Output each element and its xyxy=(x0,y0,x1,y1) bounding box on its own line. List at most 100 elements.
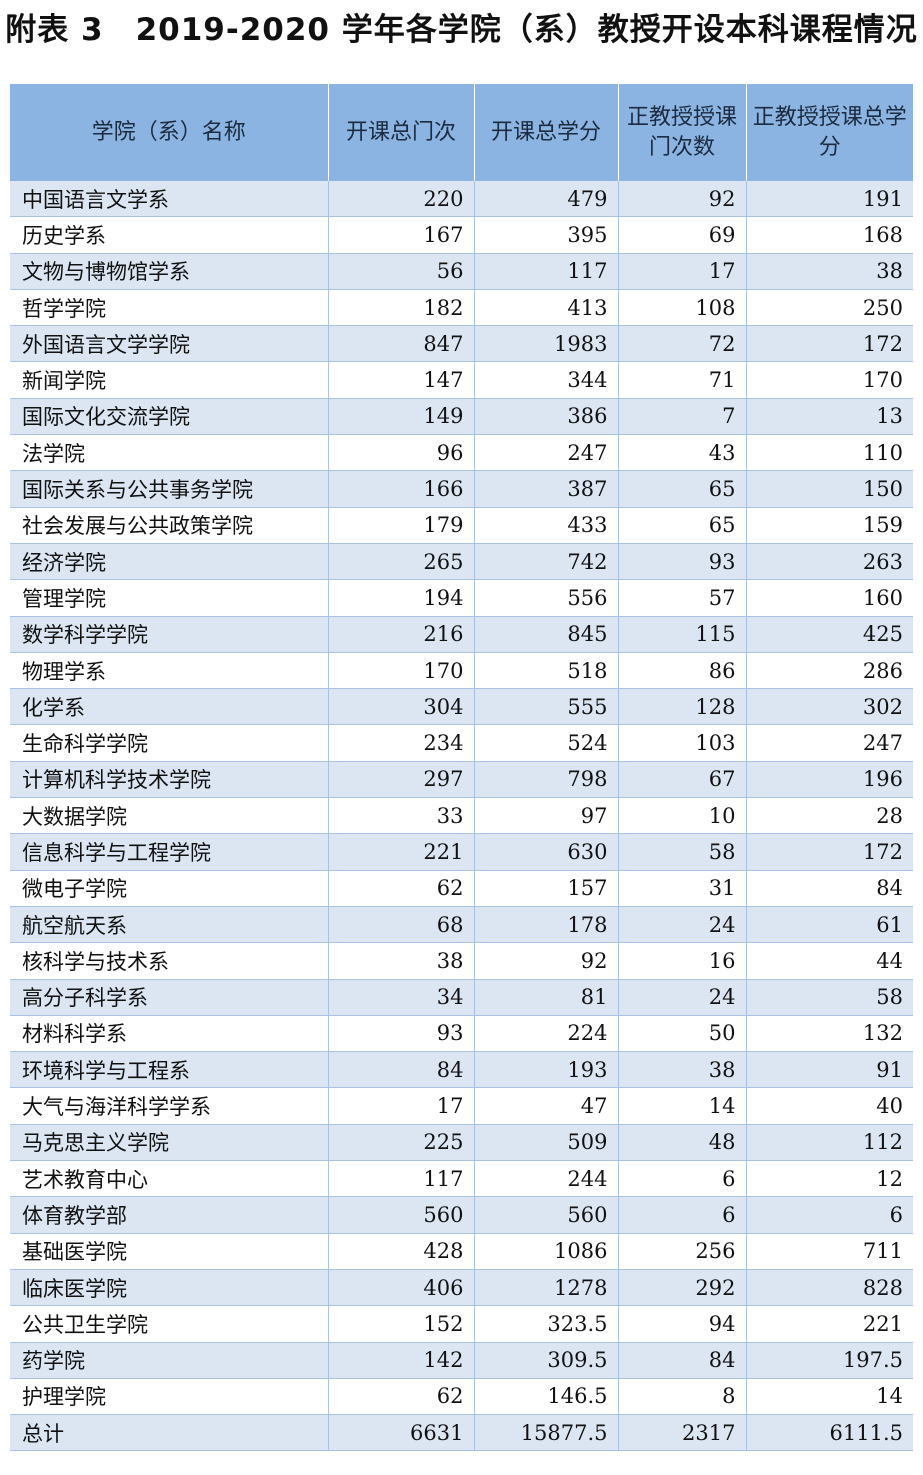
table-row: 微电子学院 62 157 31 84 xyxy=(10,870,913,907)
cell-department-name: 数学科学学院 xyxy=(10,616,329,653)
cell-total-courses: 847 xyxy=(328,325,475,363)
header-professor-courses-label: 正教授授课门次数 xyxy=(626,104,737,160)
header-professor-courses: 正教授授课门次数 xyxy=(618,84,747,181)
cell-professor-credits: 132 xyxy=(746,1015,913,1053)
header-department-label: 学院（系）名称 xyxy=(91,119,246,145)
cell-professor-courses: 84 xyxy=(618,1342,747,1379)
table-row: 化学系 304 555 128 302 xyxy=(10,688,913,726)
cell-professor-courses: 31 xyxy=(618,870,747,907)
cell-department-name: 文物与博物馆学系 xyxy=(10,253,329,290)
cell-total-courses: 234 xyxy=(328,724,475,762)
cell-department-name: 计算机科学技术学院 xyxy=(10,761,329,799)
cell-professor-credits: 170 xyxy=(746,361,913,399)
cell-professor-credits: 13 xyxy=(746,398,913,436)
cell-professor-credits: 286 xyxy=(746,652,913,690)
cell-professor-credits: 14 xyxy=(746,1378,913,1416)
cell-total-credits: 1983 xyxy=(474,325,619,363)
cell-department-name: 国际文化交流学院 xyxy=(10,398,329,436)
header-professor-credits-label: 正教授授课总学分 xyxy=(752,104,907,160)
cell-total-courses: 182 xyxy=(328,289,475,327)
cell-professor-courses: 8 xyxy=(618,1378,747,1416)
cell-total-courses: 167 xyxy=(328,216,475,254)
cell-professor-credits: 191 xyxy=(746,181,913,218)
header-professor-credits: 正教授授课总学分 xyxy=(746,84,913,181)
cell-total-credits: 386 xyxy=(474,398,619,436)
cell-professor-courses: 6 xyxy=(618,1160,747,1198)
cell-professor-credits: 263 xyxy=(746,543,913,581)
cell-professor-credits: 38 xyxy=(746,253,913,290)
cell-department-name: 法学院 xyxy=(10,434,329,472)
cell-professor-courses: 92 xyxy=(618,181,747,218)
cell-professor-credits: 828 xyxy=(746,1269,913,1307)
table-row: 管理学院 194 556 57 160 xyxy=(10,579,913,617)
cell-professor-credits: 84 xyxy=(746,870,913,907)
cell-department-name: 大数据学院 xyxy=(10,797,329,835)
cell-professor-courses: 48 xyxy=(618,1124,747,1162)
table-row: 哲学学院 182 413 108 250 xyxy=(10,289,913,327)
cell-total-courses: 170 xyxy=(328,652,475,690)
cell-department-name: 外国语言文学学院 xyxy=(10,325,329,363)
table-row: 体育教学部 560 560 6 6 xyxy=(10,1196,913,1234)
cell-department-name: 基础医学院 xyxy=(10,1233,329,1270)
table-row: 公共卫生学院 152 323.5 94 221 xyxy=(10,1305,913,1343)
cell-professor-credits: 6 xyxy=(746,1196,913,1234)
cell-department-name: 微电子学院 xyxy=(10,870,329,907)
cell-total-credits: 742 xyxy=(474,543,619,581)
cell-professor-credits: 250 xyxy=(746,289,913,327)
cell-total-courses: 297 xyxy=(328,761,475,799)
table-row: 经济学院 265 742 93 263 xyxy=(10,543,913,581)
cell-professor-courses: 58 xyxy=(618,833,747,871)
total-row: 总计 6631 15877.5 2317 6111.5 xyxy=(10,1414,913,1452)
cell-department-name: 经济学院 xyxy=(10,543,329,581)
cell-department-name: 材料科学系 xyxy=(10,1015,329,1053)
cell-total-courses: 428 xyxy=(328,1233,475,1270)
cell-professor-credits: 221 xyxy=(746,1305,913,1343)
cell-professor-credits: 159 xyxy=(746,507,913,544)
cell-total-credits: 1086 xyxy=(474,1233,619,1270)
cell-professor-courses: 24 xyxy=(618,979,747,1016)
cell-professor-courses: 115 xyxy=(618,616,747,653)
cell-total-credits: 146.5 xyxy=(474,1378,619,1416)
cell-total-courses: 179 xyxy=(328,507,475,544)
cell-total-credits: 193 xyxy=(474,1051,619,1089)
cell-total-courses: 117 xyxy=(328,1160,475,1198)
cell-professor-courses: 2317 xyxy=(618,1414,747,1452)
cell-professor-courses: 67 xyxy=(618,761,747,799)
cell-professor-courses: 65 xyxy=(618,470,747,508)
header-row: 学院（系）名称 开课总门次 开课总学分 正教授授课门次数 正教授授课总学分 xyxy=(10,84,913,181)
cell-professor-credits: 44 xyxy=(746,942,913,980)
cell-department-name: 公共卫生学院 xyxy=(10,1305,329,1343)
cell-professor-credits: 40 xyxy=(746,1087,913,1125)
cell-total-credits: 1278 xyxy=(474,1269,619,1307)
cell-professor-courses: 256 xyxy=(618,1233,747,1270)
table-row: 国际关系与公共事务学院 166 387 65 150 xyxy=(10,470,913,508)
cell-total-courses: 38 xyxy=(328,942,475,980)
cell-department-name: 艺术教育中心 xyxy=(10,1160,329,1198)
cell-total-courses: 152 xyxy=(328,1305,475,1343)
table-row: 国际文化交流学院 149 386 7 13 xyxy=(10,398,913,436)
cell-professor-courses: 86 xyxy=(618,652,747,690)
cell-total-courses: 34 xyxy=(328,979,475,1016)
cell-professor-credits: 302 xyxy=(746,688,913,726)
cell-professor-courses: 24 xyxy=(618,906,747,944)
table-row: 数学科学学院 216 845 115 425 xyxy=(10,616,913,653)
cell-professor-credits: 247 xyxy=(746,724,913,762)
table-row: 艺术教育中心 117 244 6 12 xyxy=(10,1160,913,1198)
table-row: 信息科学与工程学院 221 630 58 172 xyxy=(10,833,913,871)
cell-total-credits: 798 xyxy=(474,761,619,799)
cell-total-courses: 68 xyxy=(328,906,475,944)
cell-total-courses: 93 xyxy=(328,1015,475,1053)
cell-department-name: 历史学系 xyxy=(10,216,329,254)
cell-professor-credits: 160 xyxy=(746,579,913,617)
cell-total-credits: 479 xyxy=(474,181,619,218)
cell-total-courses: 56 xyxy=(328,253,475,290)
cell-total-courses: 304 xyxy=(328,688,475,726)
cell-professor-courses: 71 xyxy=(618,361,747,399)
table-row: 社会发展与公共政策学院 179 433 65 159 xyxy=(10,507,913,544)
cell-total-credits: 395 xyxy=(474,216,619,254)
cell-professor-courses: 50 xyxy=(618,1015,747,1053)
cell-professor-credits: 12 xyxy=(746,1160,913,1198)
table-row: 新闻学院 147 344 71 170 xyxy=(10,361,913,399)
cell-total-credits: 309.5 xyxy=(474,1342,619,1379)
page-title: 附表 3 2019-2020 学年各学院（系）教授开设本科课程情况 xyxy=(5,12,918,48)
